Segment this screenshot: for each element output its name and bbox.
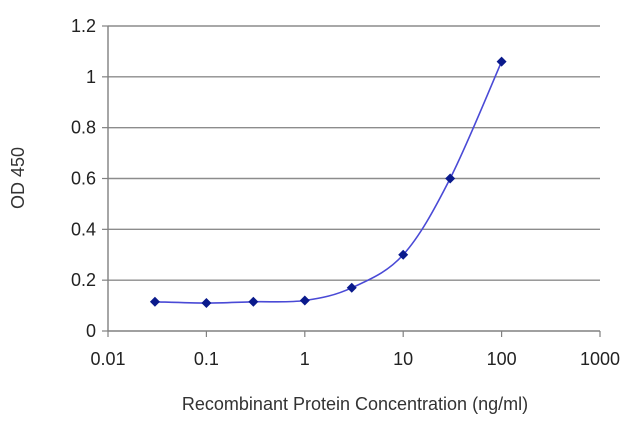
y-axis-label: OD 450 (8, 147, 28, 209)
gridlines (108, 25, 600, 281)
y-tick-label: 1.2 (71, 16, 96, 36)
x-tick-label: 1000 (580, 349, 620, 369)
y-tick-label: 1 (86, 67, 96, 87)
y-tick-label: 0.8 (71, 118, 96, 138)
data-point (445, 173, 456, 184)
data-point (346, 282, 357, 293)
x-axis-label: Recombinant Protein Concentration (ng/ml… (182, 394, 528, 414)
y-tick-label: 0.4 (71, 219, 96, 239)
x-tick-label: 1 (300, 349, 310, 369)
y-tick-label: 0 (86, 321, 96, 341)
data-point (201, 298, 212, 309)
x-tick-label: 0.01 (90, 349, 125, 369)
data-point (248, 296, 259, 307)
x-tick-label: 10 (393, 349, 413, 369)
data-point (299, 295, 310, 306)
axes (102, 25, 601, 337)
data-point (496, 56, 507, 67)
x-tick-labels: 0.01 0.1 1 10 100 1000 (90, 349, 620, 369)
data-point (398, 249, 409, 260)
data-series (149, 56, 507, 309)
x-tick-label: 100 (487, 349, 517, 369)
x-tick-label: 0.1 (194, 349, 219, 369)
y-tick-labels: 0 0.2 0.4 0.6 0.8 1 1.2 (71, 16, 96, 341)
data-point (149, 296, 160, 307)
y-tick-label: 0.6 (71, 169, 96, 189)
y-tick-label: 0.2 (71, 270, 96, 290)
